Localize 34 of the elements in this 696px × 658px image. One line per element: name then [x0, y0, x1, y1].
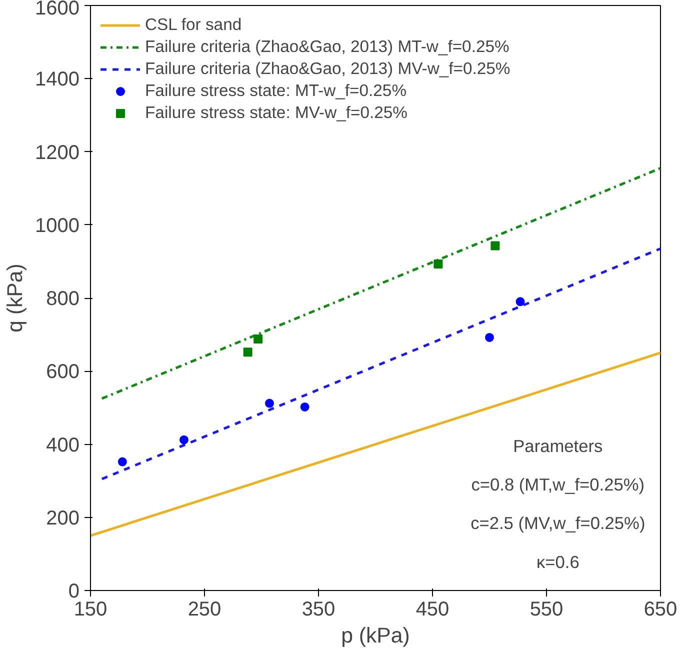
x-tick-label: 550 [530, 598, 564, 620]
x-tick-label: 450 [416, 598, 450, 620]
legend-label: Failure stress state: MV-w_f=0.25% [145, 103, 408, 123]
y-tick-label: 1600 [35, 0, 80, 20]
x-tick-label: 650 [644, 598, 678, 620]
point [434, 259, 443, 268]
point [243, 348, 252, 357]
point [300, 402, 310, 412]
legend-label: Failure criteria (Zhao&Gao, 2013) MV-w_f=0.25% [145, 59, 510, 79]
legend-label: Failure stress state: MT-w_f=0.25% [145, 81, 407, 101]
point [264, 398, 274, 408]
y-tick-label: 1400 [35, 68, 80, 91]
annotation: κ=0.6 [536, 552, 580, 572]
y-tick-label: 200 [46, 507, 80, 530]
x-axis-title: p (kPa) [341, 624, 410, 648]
annotation: c=2.5 (MV,w_f=0.25%) [470, 513, 646, 534]
annotation: c=0.8 (MT,w_f=0.25%) [471, 474, 645, 495]
point [118, 457, 127, 466]
y-tick-label: 1200 [35, 142, 80, 164]
y-tick-label: 1000 [35, 214, 80, 237]
y-axis-title: q (kPa) [3, 264, 28, 332]
y-tick-label: 800 [46, 288, 80, 310]
legend-label: Failure criteria (Zhao&Gao, 2013) MT-w_f=0.25% [145, 37, 510, 57]
point [516, 297, 525, 306]
x-tick-label: 350 [302, 598, 336, 620]
legend-label: CSL for sand [145, 15, 242, 35]
point [490, 241, 500, 250]
point [485, 332, 494, 342]
point [179, 435, 188, 444]
point [254, 334, 263, 344]
y-tick-label: 400 [46, 434, 80, 456]
y-tick-label: 600 [46, 361, 80, 384]
x-tick-label: 250 [188, 598, 222, 620]
annotation: Parameters [513, 436, 604, 456]
